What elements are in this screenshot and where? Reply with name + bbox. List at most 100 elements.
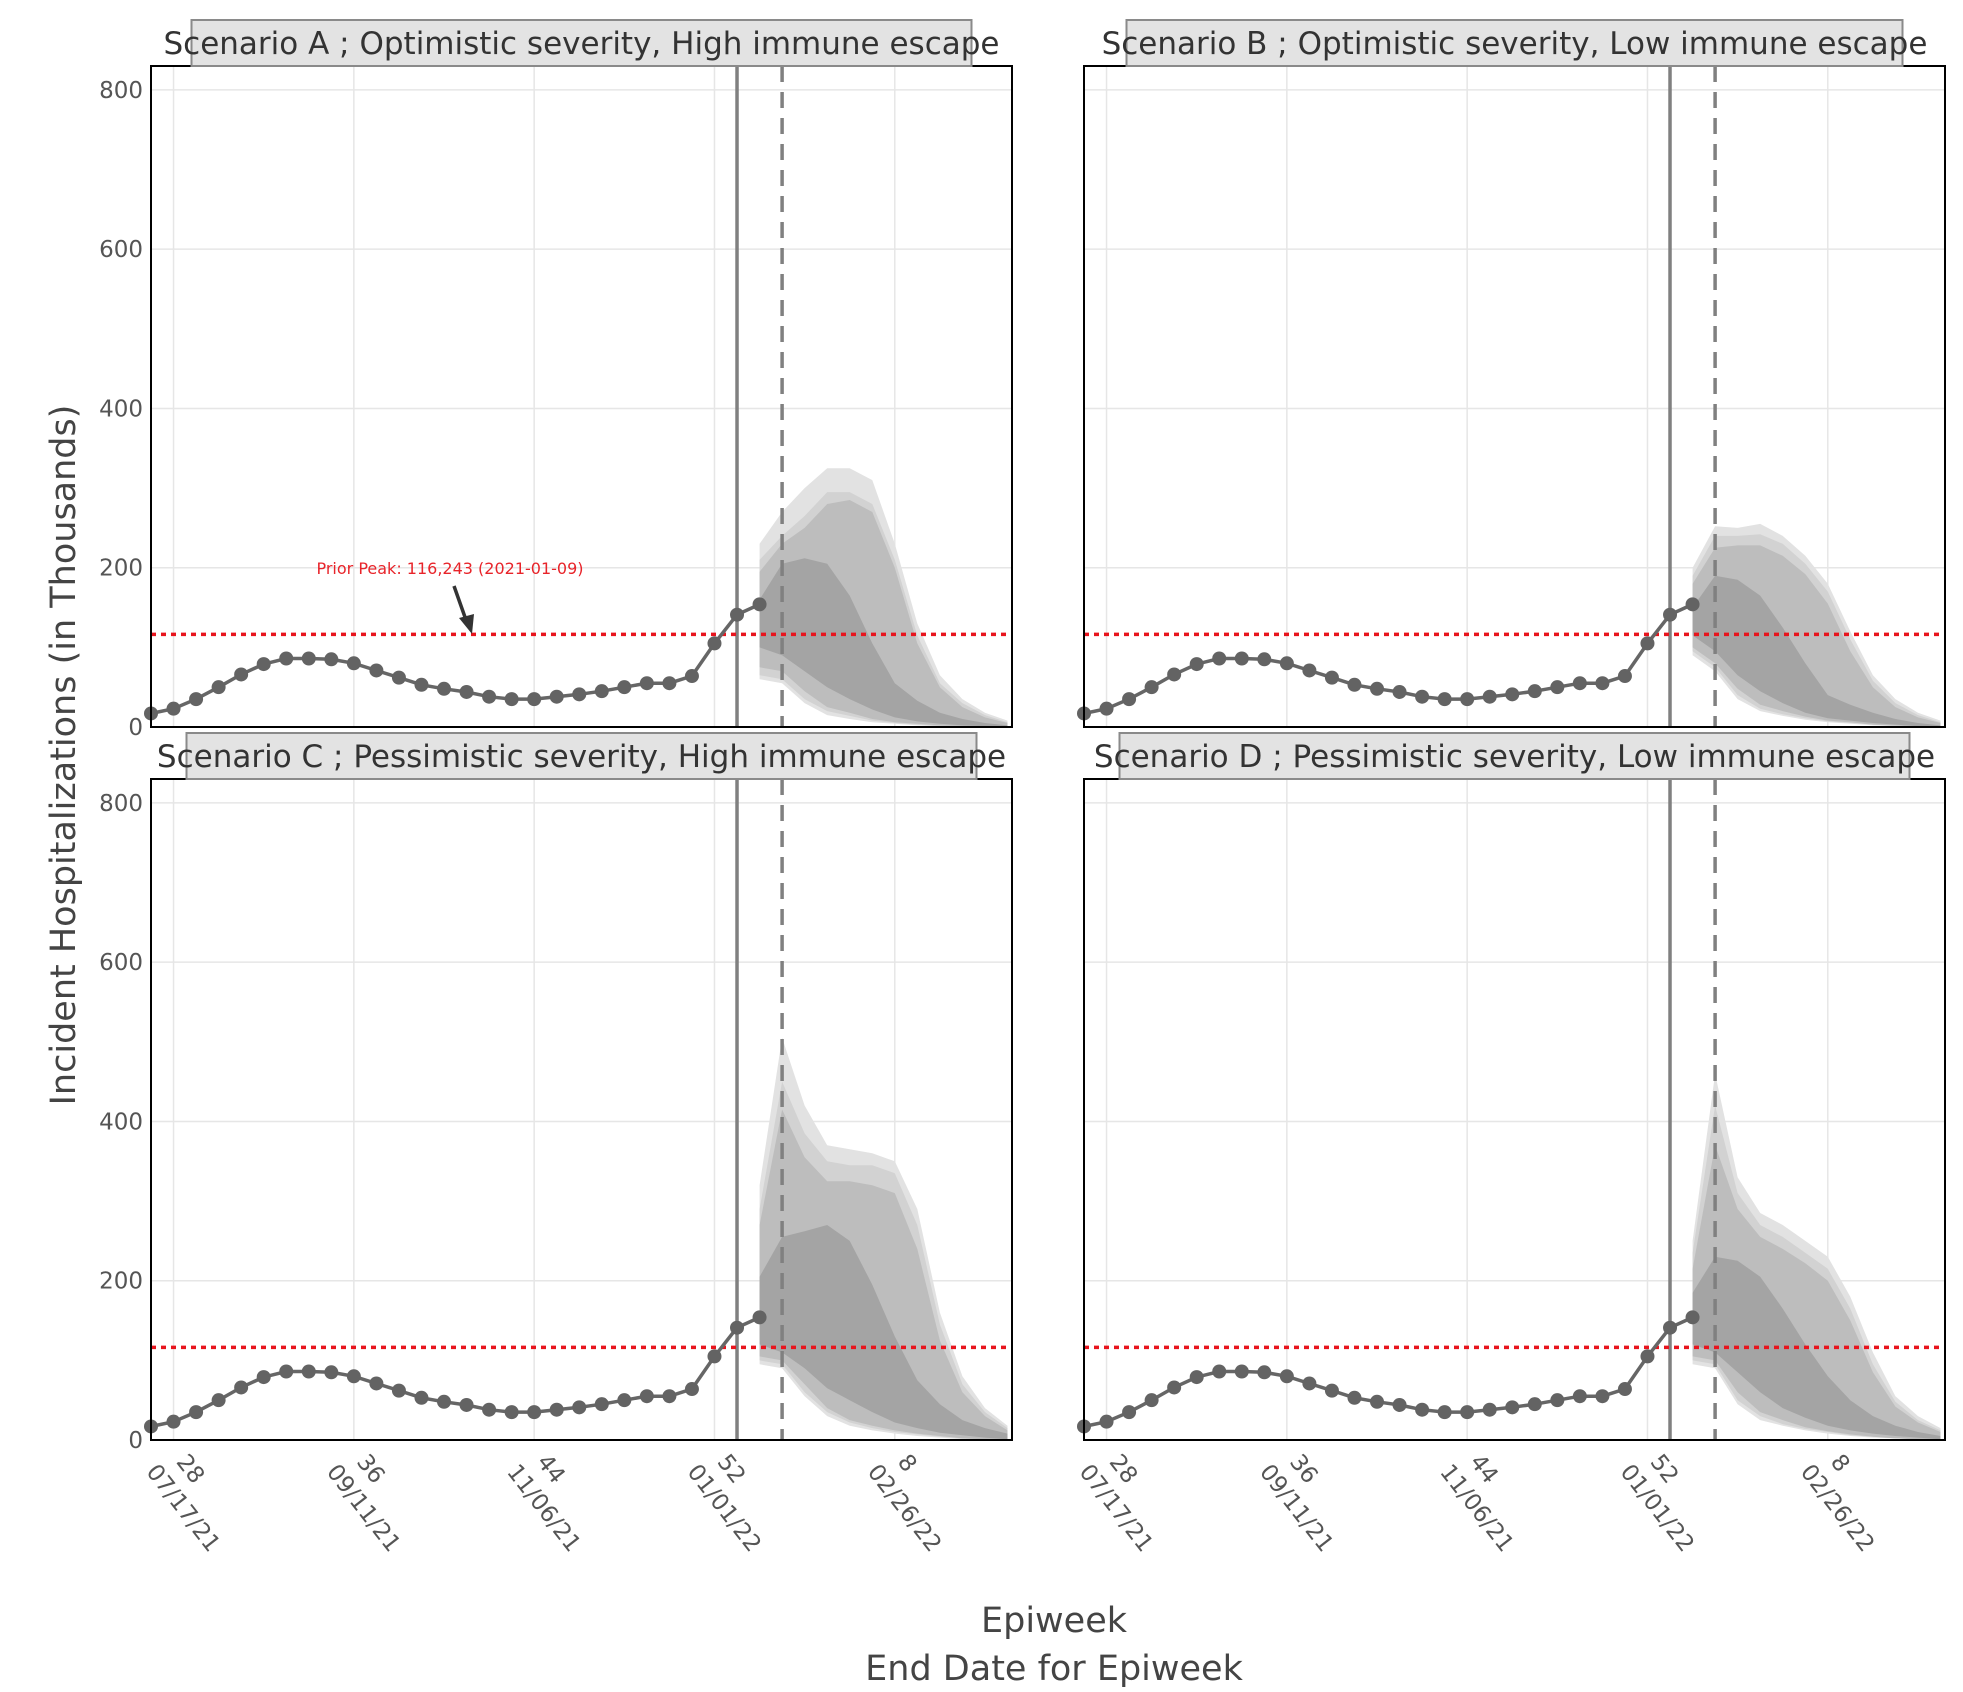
observed-point	[1460, 1405, 1475, 1420]
observed-point	[730, 1320, 745, 1335]
observed-point	[572, 1400, 587, 1415]
observed-line	[1083, 602, 1694, 716]
observed-point	[1415, 1402, 1430, 1417]
y-axis-title: Incident Hospitalizations (in Thousands)	[44, 405, 84, 1106]
ribbon-50	[1692, 1256, 1941, 1440]
observed-point	[1595, 676, 1610, 691]
panel-title: Scenario A ; Optimistic severity, High i…	[163, 26, 999, 62]
observed-point	[279, 1364, 294, 1379]
observed-point	[391, 670, 406, 685]
observed-point	[1370, 1394, 1385, 1409]
observed-point	[234, 667, 249, 682]
observed-point	[504, 692, 519, 707]
observed-point	[1550, 1393, 1565, 1408]
observed-point	[594, 684, 609, 699]
y-tick-label: 800	[99, 78, 143, 104]
observed-point	[1482, 1402, 1497, 1417]
y-tick-label: 200	[99, 556, 143, 582]
observed-point	[617, 1393, 632, 1408]
observed-point	[301, 651, 316, 666]
y-tick-label: 800	[99, 791, 143, 817]
observed-point	[1189, 657, 1204, 672]
y-tick-label: 400	[99, 1109, 143, 1135]
observed-point	[1415, 689, 1430, 704]
observed-point	[437, 1394, 452, 1409]
y-tick-label: 0	[128, 1428, 143, 1454]
observed-point	[684, 669, 699, 684]
observed-point	[346, 656, 361, 671]
panel-strip	[190, 19, 973, 67]
observed-line	[1083, 1315, 1694, 1429]
observed-point	[1212, 1364, 1227, 1379]
panel-title: Scenario B ; Optimistic severity, Low im…	[1102, 26, 1928, 62]
observed-point	[1640, 636, 1655, 651]
observed-point	[662, 1389, 677, 1404]
observed-point	[504, 1405, 519, 1420]
observed-point	[1302, 1376, 1317, 1391]
observed-point	[1144, 1393, 1159, 1408]
observed-point	[459, 684, 474, 699]
observed-point	[1392, 684, 1407, 699]
frame-layer	[150, 19, 1946, 1441]
observed-point	[639, 676, 654, 691]
observed-point	[1189, 1370, 1204, 1385]
observed-point	[482, 1402, 497, 1417]
ribbon-50	[759, 558, 1008, 727]
annotation-arrow-head	[459, 614, 474, 634]
observed-point	[1527, 684, 1542, 699]
observed-point	[369, 1376, 384, 1391]
y-tick-label: 400	[99, 396, 143, 422]
x-tick-week-label: 8	[1825, 1450, 1855, 1478]
observed-point	[211, 680, 226, 695]
observed-point	[1527, 1397, 1542, 1412]
observed-point	[1122, 1405, 1137, 1420]
observed-point	[527, 692, 542, 707]
observed-point	[1392, 1397, 1407, 1412]
observed-point	[1505, 687, 1520, 702]
observed-point	[752, 597, 767, 612]
observed-point	[1437, 1405, 1452, 1420]
observed-point	[324, 1365, 339, 1380]
observed-point	[369, 663, 384, 678]
observed-point	[189, 692, 204, 707]
observed-point	[1663, 1320, 1678, 1335]
observed-point	[1302, 663, 1317, 678]
panel-title: Scenario D ; Pessimistic severity, Low i…	[1094, 739, 1935, 775]
observed-point	[1663, 607, 1678, 622]
observed-line	[150, 602, 761, 716]
observed-point	[211, 1393, 226, 1408]
observed-point	[482, 689, 497, 704]
observed-point	[617, 680, 632, 695]
observed-point	[1212, 651, 1227, 666]
observed-point	[256, 657, 271, 672]
panel-strip	[1118, 732, 1911, 780]
x-tick-week-label: 8	[892, 1450, 922, 1478]
x-axis-subtitle: End Date for Epiweek	[865, 1649, 1243, 1689]
panel-strip	[1125, 19, 1904, 67]
observed-point	[1482, 689, 1497, 704]
observed-point	[301, 1364, 316, 1379]
observed-point	[346, 1369, 361, 1384]
observed-point	[437, 681, 452, 696]
observed-point	[527, 1405, 542, 1420]
y-tick-label: 600	[99, 237, 143, 263]
observed-point	[1257, 1365, 1272, 1380]
observed-point	[1279, 656, 1294, 671]
observed-point	[279, 651, 294, 666]
y-tick-label: 600	[99, 950, 143, 976]
observed-point	[1640, 1349, 1655, 1364]
observed-point	[752, 1310, 767, 1325]
y-tick-label: 200	[99, 1269, 143, 1295]
observed-point	[1370, 681, 1385, 696]
observed-point	[1099, 701, 1114, 716]
observed-point	[234, 1380, 249, 1395]
observed-point	[1167, 1380, 1182, 1395]
observed-point	[459, 1397, 474, 1412]
observed-point	[1234, 651, 1249, 666]
x-axis-title: Epiweek	[981, 1601, 1128, 1641]
observed-point	[707, 636, 722, 651]
observed-point	[662, 676, 677, 691]
observed-point	[1144, 680, 1159, 695]
observed-point	[1505, 1400, 1520, 1415]
